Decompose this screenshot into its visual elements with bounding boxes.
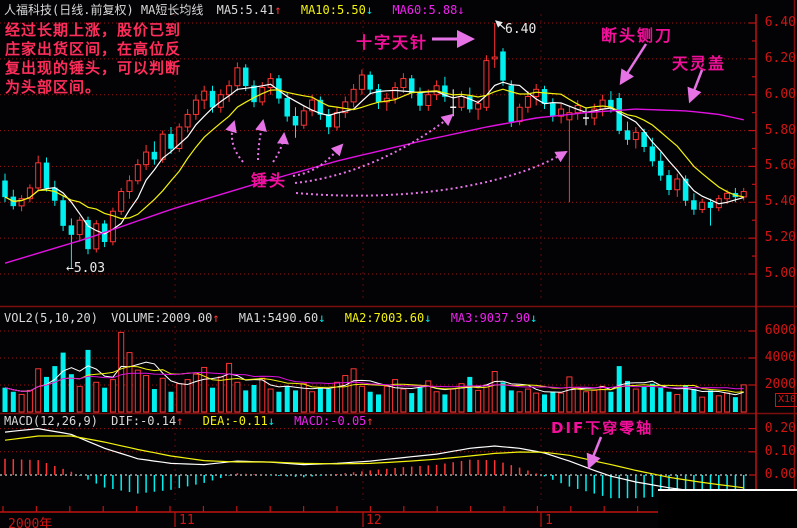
time-axis-label: 2000年 — [8, 517, 53, 528]
ma5-value: MA5:5.41 — [216, 3, 275, 17]
commentary-line: 庄家出货区间，在高位反 — [5, 40, 182, 58]
ma10-value: MA10:5.50 — [300, 3, 366, 17]
commentary-line: 经过长期上涨，股价已到 — [5, 21, 182, 39]
dea-direction-icon: ↓ — [267, 414, 275, 428]
time-axis-label: 12 — [366, 513, 382, 528]
main-chart-header: 人福科技(日线.前复权) MA短长均线 MA5:5.41↑ MA10:5.50↓… — [4, 1, 471, 18]
macd-pane-header: MACD(12,26,9) DIF:-0.14↑ DEA:-0.11↓ MACD… — [4, 414, 380, 428]
volume-axis-label: 6000 — [764, 323, 796, 338]
arrow-hammer-6 — [295, 150, 568, 197]
arrow-hammer-4 — [292, 143, 344, 177]
volume-axis-label: 2000 — [764, 377, 796, 392]
analysis-commentary: 经过长期上涨，股价已到 庄家出货区间，在高位反 复出现的锤头，可以判断 为头部区… — [5, 21, 181, 97]
volume-value: VOLUME:2009.00 — [111, 311, 213, 325]
macd-axis-label: 0.20 — [764, 420, 796, 436]
price-axis-label: 6.00 — [764, 86, 796, 102]
pointer-peak-price — [495, 20, 506, 30]
volume-indicator-name: VOL2(5,10,20) — [4, 311, 98, 325]
arrow-hammer-3 — [272, 132, 289, 163]
bottom-right-mask — [658, 489, 797, 528]
peak-price-label: 6.40 — [505, 22, 537, 37]
price-axis-label: 6.20 — [764, 50, 796, 66]
price-axis-label: 5.00 — [764, 266, 796, 281]
low-price-label: ←5.03 — [66, 261, 106, 276]
price-axis-label: 5.80 — [764, 122, 796, 138]
macd-axis-label: 0.00 — [764, 467, 796, 482]
callout-sky-cap: 天灵盖 — [672, 54, 727, 73]
volume-direction-icon: ↑ — [212, 311, 220, 325]
macd-indicator-name: MACD(12,26,9) — [4, 414, 98, 428]
macd-axis-label: 0.10 — [764, 443, 796, 459]
arrow-hammer-1 — [225, 120, 244, 163]
callout-dif-cross-zero: DIF下穿零轴 — [551, 419, 654, 437]
macd-direction-icon: ↑ — [366, 414, 374, 428]
callout-guillotine: 断头铡刀 — [601, 26, 674, 45]
time-axis-label: 1 — [545, 513, 553, 528]
time-axis-label: 11 — [179, 513, 195, 528]
callout-cross-sky-needle: 十字天针 — [356, 33, 429, 52]
ma5-direction-icon: ↑ — [274, 3, 282, 17]
arrow-sky-cap — [687, 69, 704, 104]
volume-pane-header: VOL2(5,10,20) VOLUME:2009.00↑ MA1:5490.6… — [4, 311, 543, 325]
macd-value: MACD:-0.05 — [294, 414, 367, 428]
volume-ma2-direction-icon: ↓ — [424, 311, 432, 325]
volume-ma1-direction-icon: ↓ — [318, 311, 326, 325]
ma60-value: MA60:5.88 — [392, 3, 458, 17]
volume-ma3-value: MA3:9037.90 — [450, 311, 531, 325]
price-axis-label: 5.60 — [764, 158, 796, 174]
arrow-dif-cross — [586, 436, 603, 470]
arrow-hammer-5 — [294, 113, 454, 184]
volume-axis-label: 4000 — [764, 350, 796, 365]
dea-value: DEA:-0.11 — [202, 414, 268, 428]
dif-value: DIF:-0.14 — [111, 414, 177, 428]
arrow-guillotine — [619, 43, 648, 86]
commentary-line: 复出现的锤头，可以判断 — [5, 59, 182, 77]
ma10-direction-icon: ↓ — [365, 3, 374, 17]
dif-direction-icon: ↑ — [176, 414, 184, 428]
volume-ma1-value: MA1:5490.60 — [238, 311, 319, 325]
stock-title: 人福科技(日线.前复权) MA短长均线 — [4, 3, 204, 17]
price-axis-label: 5.40 — [764, 194, 796, 210]
price-axis-label: 5.20 — [764, 230, 796, 246]
volume-ma3-direction-icon: ↓ — [530, 311, 538, 325]
price-axis-label: 6.40 — [764, 15, 796, 30]
callout-hammer: 锤头 — [251, 171, 288, 190]
ma60-direction-icon: ↓ — [457, 3, 465, 17]
volume-multiplier-badge: X10 — [775, 393, 797, 407]
volume-ma2-value: MA2:7003.60 — [344, 311, 425, 325]
arrow-hammer-2 — [255, 119, 267, 161]
commentary-line: 为头部区间。 — [5, 78, 102, 96]
